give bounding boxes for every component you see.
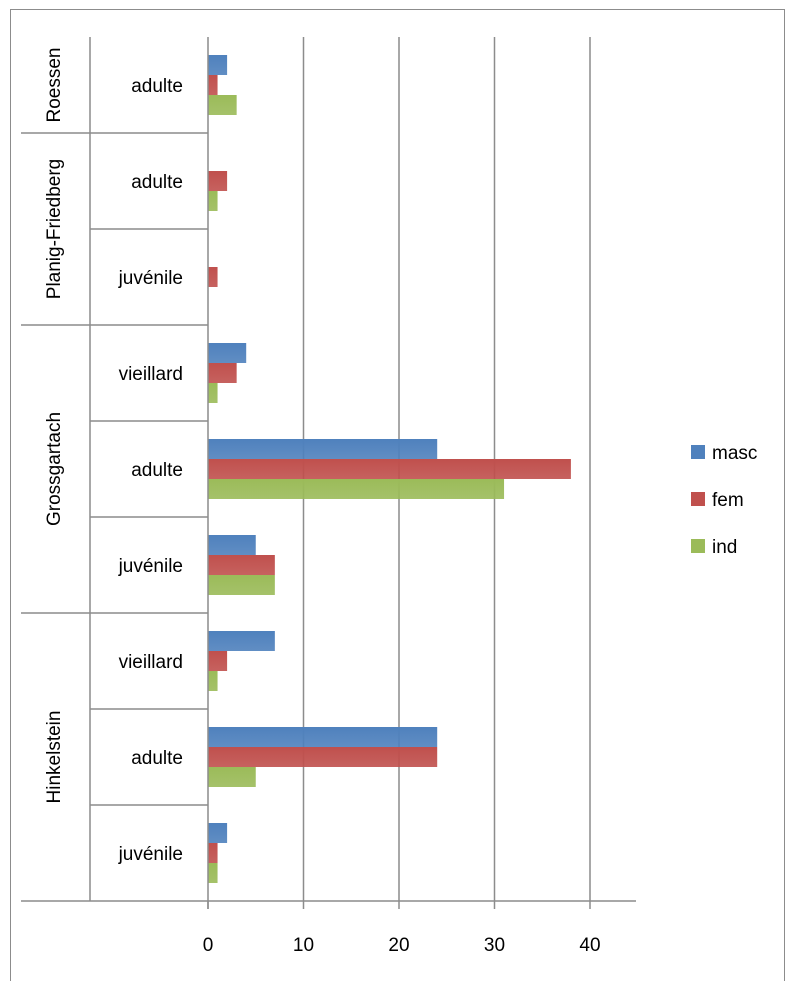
x-tick-label: 0 bbox=[203, 935, 214, 956]
group-label: Grossgartach bbox=[44, 412, 65, 526]
bar-fem bbox=[208, 459, 571, 479]
bar-fem bbox=[208, 843, 218, 863]
bar-masc bbox=[208, 727, 438, 747]
bar-fem bbox=[208, 363, 237, 383]
bar-ind bbox=[208, 191, 218, 211]
legend: masc fem ind bbox=[691, 443, 757, 558]
bar-fem bbox=[208, 747, 438, 767]
bar-ind bbox=[208, 479, 505, 499]
bar-fem bbox=[208, 555, 275, 575]
category-label: adulte bbox=[131, 460, 183, 481]
bar-ind bbox=[208, 767, 256, 787]
bar-fem bbox=[208, 651, 228, 671]
bar-masc bbox=[208, 439, 438, 459]
bar-masc bbox=[208, 631, 275, 651]
x-tick-label: 30 bbox=[484, 935, 505, 956]
x-tick-label: 20 bbox=[388, 935, 409, 956]
legend-label: fem bbox=[712, 490, 744, 511]
category-label: adulte bbox=[131, 76, 183, 97]
bar-fem bbox=[208, 267, 218, 287]
axes bbox=[21, 37, 636, 909]
group-labels: Roessen Planig-Friedberg Grossgartach Hinke… bbox=[44, 48, 65, 804]
bar-masc bbox=[208, 535, 256, 555]
category-label: adulte bbox=[131, 748, 183, 769]
x-tick-label: 40 bbox=[579, 935, 600, 956]
legend-swatch-fem bbox=[691, 492, 705, 506]
legend-label: masc bbox=[712, 443, 757, 464]
bar-ind bbox=[208, 95, 237, 115]
tick-labels: 0 10 20 30 40 bbox=[203, 935, 601, 956]
bar-ind bbox=[208, 863, 218, 883]
bar-masc bbox=[208, 55, 228, 75]
group-label: Planig-Friedberg bbox=[44, 159, 65, 299]
category-label: adulte bbox=[131, 172, 183, 193]
group-label: Roessen bbox=[44, 48, 65, 123]
bar-ind bbox=[208, 383, 218, 403]
bar-fem bbox=[208, 171, 228, 191]
bar-masc bbox=[208, 343, 247, 363]
bar-ind bbox=[208, 575, 275, 595]
bars bbox=[208, 55, 571, 883]
x-tick-label: 10 bbox=[293, 935, 314, 956]
chart-frame bbox=[10, 9, 785, 981]
category-label: vieillard bbox=[119, 652, 183, 673]
group-label: Hinkelstein bbox=[44, 711, 65, 804]
category-label: vieillard bbox=[119, 364, 183, 385]
category-label: juvénile bbox=[118, 268, 183, 289]
category-label: juvénile bbox=[118, 556, 183, 577]
bar-masc bbox=[208, 823, 228, 843]
legend-label: ind bbox=[712, 537, 737, 558]
legend-swatch-ind bbox=[691, 539, 705, 553]
category-label: juvénile bbox=[118, 844, 183, 865]
bar-ind bbox=[208, 671, 218, 691]
legend-swatch-masc bbox=[691, 445, 705, 459]
category-labels: adulte adulte juvénile vieillard adulte juvén… bbox=[118, 76, 183, 865]
bar-fem bbox=[208, 75, 218, 95]
